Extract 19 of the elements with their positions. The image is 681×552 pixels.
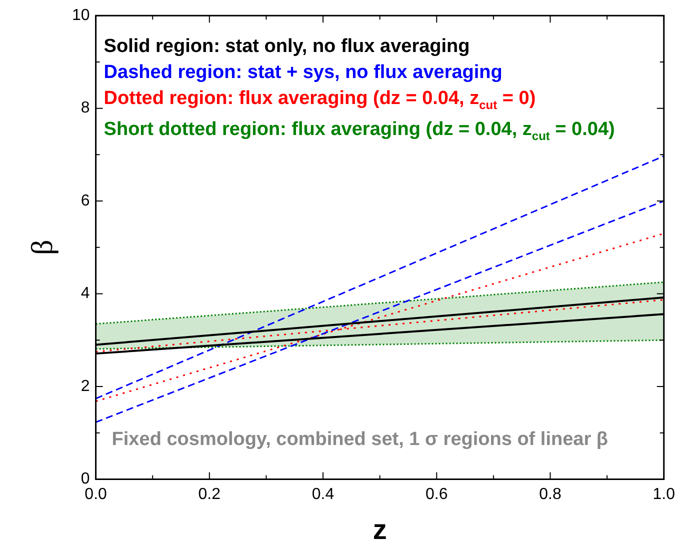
text: Dashed region: stat + sys, no flux averaging <box>104 60 504 85</box>
x-tick-label: 0.2 <box>198 486 221 504</box>
x-axis-title: z <box>372 514 387 545</box>
y-tick-label: 10 <box>72 7 90 24</box>
x-tick-label: 0.6 <box>426 486 448 504</box>
y-tick-label: 2 <box>80 378 90 395</box>
x-tick-label: 0.4 <box>312 486 334 504</box>
text: Short dotted region: flux averaging (dz = 0.04, z$_{cut}$ = 0.04) <box>104 118 615 146</box>
text: Dotted region: flux averaging (dz = 0.04, z$_{cut}$ = 0) <box>104 86 537 114</box>
x-tick-label: 0.0 <box>84 486 108 504</box>
y-tick-label: 8 <box>80 100 90 117</box>
y-tick-label: 6 <box>80 192 90 210</box>
y-tick-label: 0 <box>80 470 90 488</box>
legend-label: Solid region: stat only, no flux averaging <box>104 34 471 59</box>
annotation: Fixed cosmology, combined set, 1 σ regions of linear β <box>112 429 608 452</box>
y-axis-title: β <box>26 240 59 256</box>
x-tick-label: 0.8 <box>539 486 562 504</box>
x-tick-label: 1.0 <box>652 486 676 504</box>
y-tick-label: 4 <box>80 285 90 302</box>
